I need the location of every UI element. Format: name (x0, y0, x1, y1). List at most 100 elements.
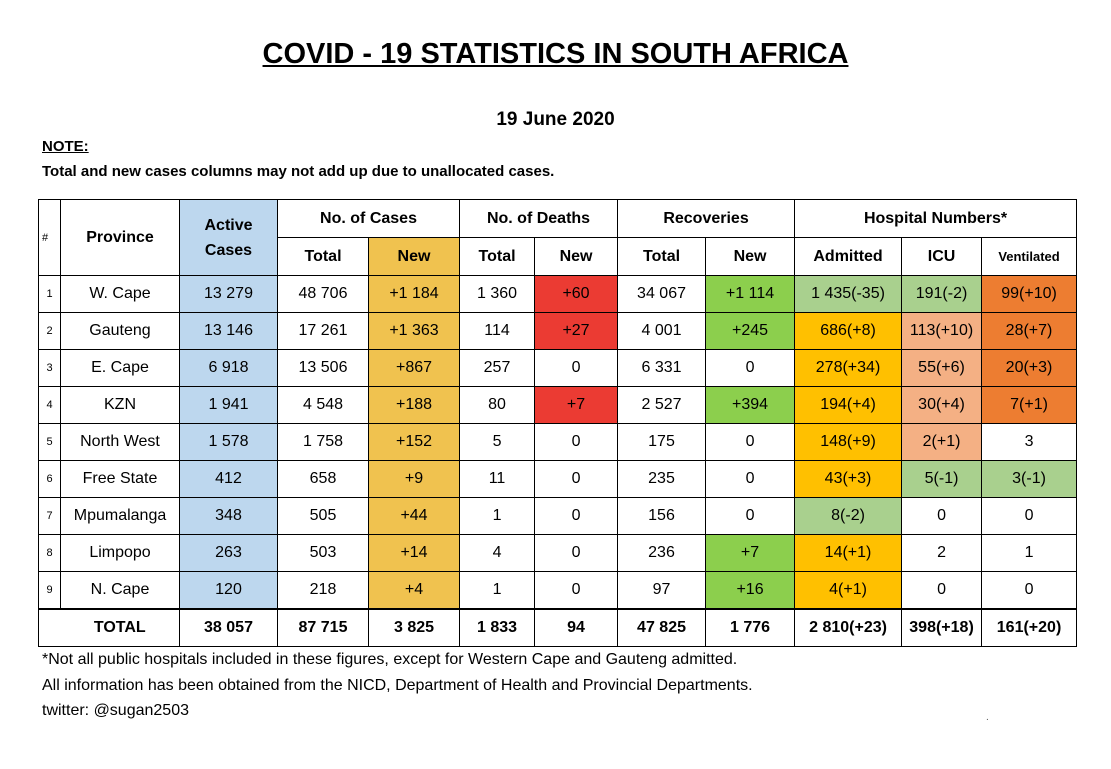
footnote-twitter: twitter: @sugan2503 (42, 702, 189, 719)
ventilated-cell: 3 (981, 423, 1078, 461)
header-cases: No. of Cases (276, 199, 461, 238)
deaths-total-cell: 80 (459, 386, 536, 424)
icu-cell: 0 (901, 571, 983, 609)
row-index: 3 (38, 349, 61, 387)
recoveries-new-cell: 0 (705, 497, 796, 535)
recoveries-new-cell: +16 (705, 571, 796, 609)
table-row: 7 Mpumalanga 348 505 +44 1 0 156 0 8(-2) 0 0 (38, 497, 1078, 535)
deaths-new-cell: 0 (534, 571, 619, 609)
ventilated-cell: 0 (981, 571, 1078, 609)
icu-cell: 191(-2) (901, 275, 983, 313)
recoveries-new-cell: 0 (705, 349, 796, 387)
header-recoveries: Recoveries (617, 199, 796, 238)
header-cases-new: New (367, 237, 461, 276)
cases-new-cell: +4 (367, 571, 461, 609)
total-ventilated: 161(+20) (981, 608, 1078, 647)
cases-total-cell: 48 706 (277, 275, 369, 313)
deaths-total-cell: 11 (459, 460, 536, 498)
row-index: 4 (38, 386, 61, 424)
header-province: Province (60, 199, 180, 276)
table-row: 4 KZN 1 941 4 548 +188 80 +7 2 527 +394 194(+4) 30… (38, 386, 1078, 424)
active-cases-cell: 13 279 (179, 275, 278, 313)
deaths-new-cell: 0 (534, 460, 619, 498)
icu-cell: 5(-1) (901, 460, 983, 498)
row-index: 2 (38, 312, 61, 350)
active-cases-cell: 1 578 (179, 423, 278, 461)
admitted-cell: 148(+9) (794, 423, 903, 461)
note-heading: NOTE: (42, 138, 89, 155)
province-cell: North West (60, 423, 180, 461)
total-recoveries-new: 1 776 (705, 608, 796, 647)
cases-new-cell: +152 (367, 423, 461, 461)
table-row: 5 North West 1 578 1 758 +152 5 0 175 0 148(+9) 2(… (38, 423, 1078, 461)
total-index-cell (38, 608, 61, 647)
deaths-total-cell: 1 (459, 497, 536, 535)
province-cell: N. Cape (60, 571, 180, 609)
deaths-total-cell: 1 (459, 571, 536, 609)
recoveries-total-cell: 175 (617, 423, 707, 461)
admitted-cell: 4(+1) (794, 571, 903, 609)
header-rec-total: Total (617, 237, 707, 276)
deaths-new-cell: +27 (534, 312, 619, 350)
deaths-total-cell: 114 (459, 312, 536, 350)
province-cell: Mpumalanga (60, 497, 180, 535)
deaths-new-cell: 0 (534, 534, 619, 572)
deaths-new-cell: +7 (534, 386, 619, 424)
icu-cell: 55(+6) (901, 349, 983, 387)
admitted-cell: 278(+34) (794, 349, 903, 387)
recoveries-new-cell: +394 (705, 386, 796, 424)
admitted-cell: 1 435(-35) (794, 275, 903, 313)
active-cases-cell: 412 (179, 460, 278, 498)
active-cases-cell: 348 (179, 497, 278, 535)
header-deaths-total: Total (459, 237, 536, 276)
header-hospital: Hospital Numbers* (794, 199, 1078, 238)
active-cases-cell: 13 146 (179, 312, 278, 350)
province-cell: Gauteng (60, 312, 180, 350)
admitted-cell: 686(+8) (794, 312, 903, 350)
row-index: 6 (38, 460, 61, 498)
ventilated-cell: 28(+7) (981, 312, 1078, 350)
ventilated-cell: 99(+10) (981, 275, 1078, 313)
ventilated-cell: 3(-1) (981, 460, 1078, 498)
recoveries-new-cell: 0 (705, 460, 796, 498)
ventilated-cell: 7(+1) (981, 386, 1078, 424)
cases-new-cell: +44 (367, 497, 461, 535)
header-icu: ICU (901, 237, 983, 276)
row-index: 9 (38, 571, 61, 609)
table-row: 3 E. Cape 6 918 13 506 +867 257 0 6 331 0 278(+34… (38, 349, 1078, 387)
recoveries-new-cell: +1 114 (705, 275, 796, 313)
header-admitted: Admitted (794, 237, 903, 276)
active-cases-cell: 6 918 (179, 349, 278, 387)
table-row: 9 N. Cape 120 218 +4 1 0 97 +16 4(+1) 0 0 (38, 571, 1078, 609)
recoveries-total-cell: 4 001 (617, 312, 707, 350)
cases-total-cell: 503 (277, 534, 369, 572)
row-index: 8 (38, 534, 61, 572)
province-cell: E. Cape (60, 349, 180, 387)
row-index: 7 (38, 497, 61, 535)
ventilated-cell: 20(+3) (981, 349, 1078, 387)
recoveries-total-cell: 34 067 (617, 275, 707, 313)
deaths-total-cell: 4 (459, 534, 536, 572)
header-deaths-new: New (534, 237, 619, 276)
recoveries-new-cell: +245 (705, 312, 796, 350)
deaths-new-cell: 0 (534, 349, 619, 387)
recoveries-total-cell: 156 (617, 497, 707, 535)
icu-cell: 2(+1) (901, 423, 983, 461)
icu-cell: 113(+10) (901, 312, 983, 350)
recoveries-new-cell: +7 (705, 534, 796, 572)
admitted-cell: 14(+1) (794, 534, 903, 572)
deaths-new-cell: +60 (534, 275, 619, 313)
cases-total-cell: 218 (277, 571, 369, 609)
footnote-sources: All information has been obtained from t… (42, 677, 753, 694)
total-cases-new: 3 825 (367, 608, 461, 647)
ventilated-cell: 0 (981, 497, 1078, 535)
deaths-new-cell: 0 (534, 423, 619, 461)
admitted-cell: 194(+4) (794, 386, 903, 424)
total-label: TOTAL (60, 608, 180, 647)
admitted-cell: 43(+3) (794, 460, 903, 498)
cases-new-cell: +14 (367, 534, 461, 572)
header-deaths: No. of Deaths (459, 199, 619, 238)
table-row: 6 Free State 412 658 +9 11 0 235 0 43(+3) 5(-1) 3(-… (38, 460, 1078, 498)
header-index: # (38, 199, 61, 276)
total-row: TOTAL 38 057 87 715 3 825 1 833 94 47 82… (38, 608, 1078, 647)
